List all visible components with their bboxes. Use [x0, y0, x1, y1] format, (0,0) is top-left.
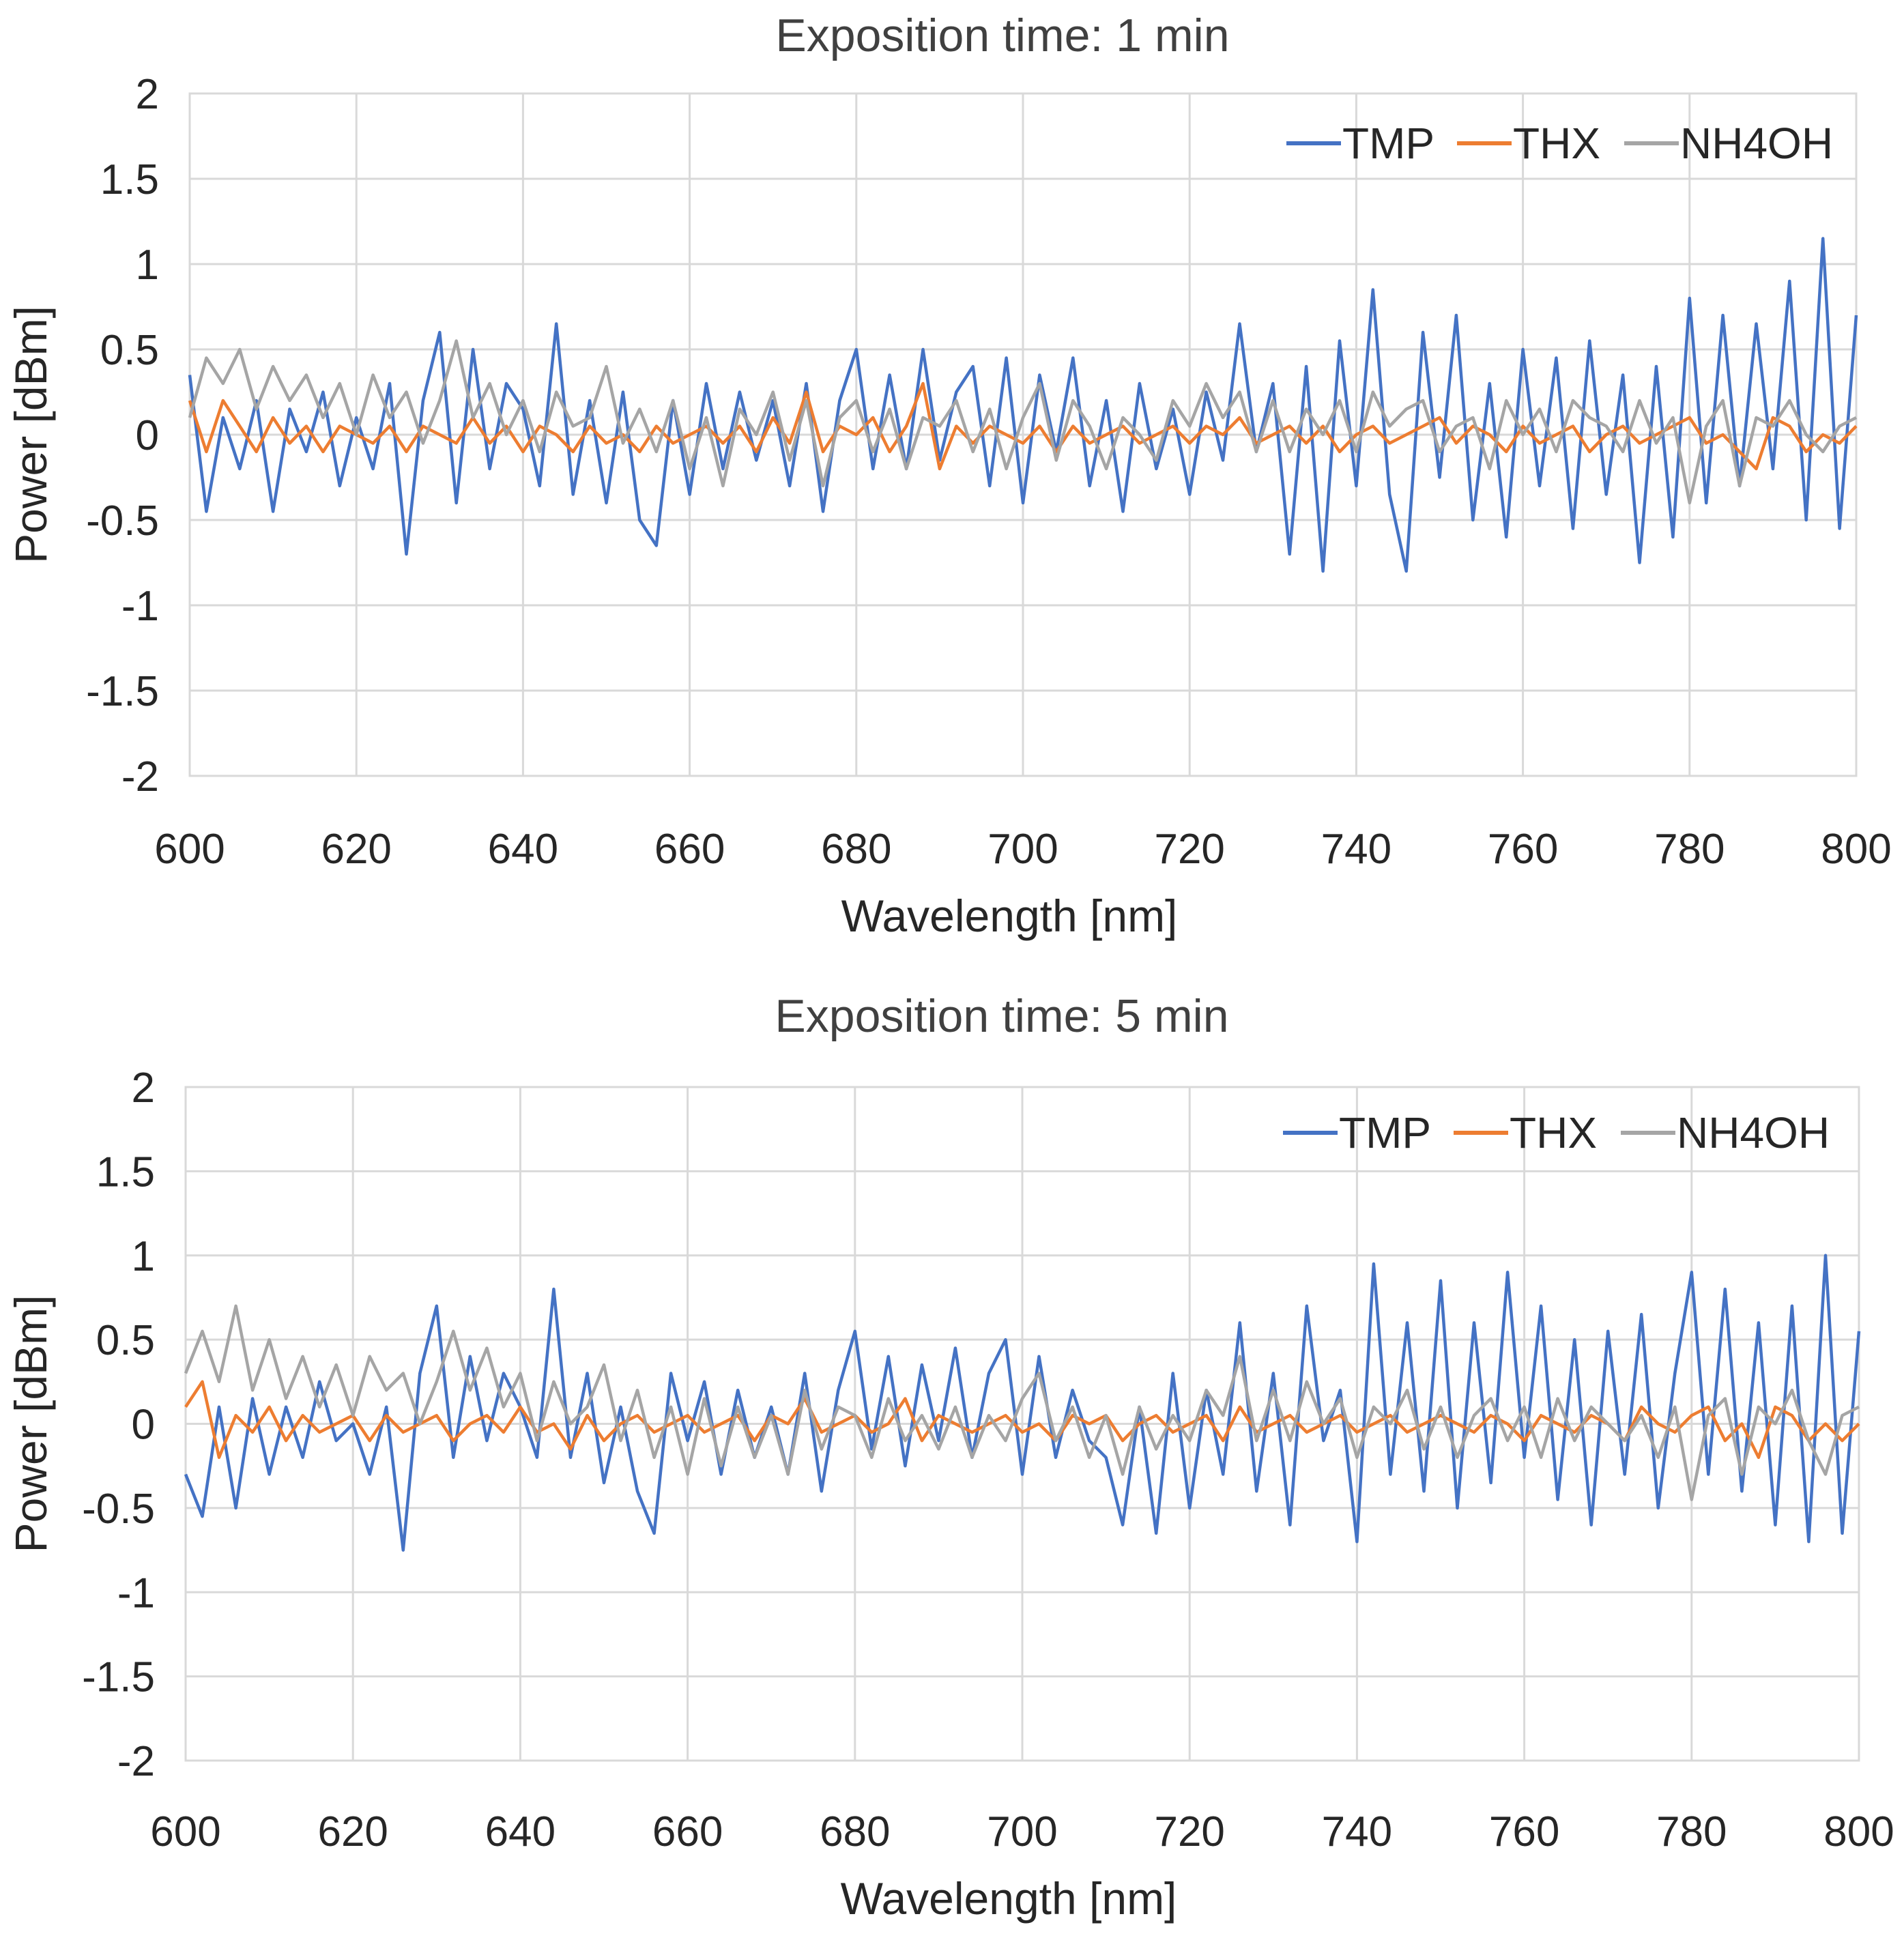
- y-tick-label: -1.5: [82, 1654, 155, 1701]
- y-tick-label: 1.5: [96, 1148, 155, 1196]
- x-tick-label: 740: [1322, 1808, 1392, 1855]
- y-tick-label: 1.5: [100, 156, 159, 203]
- legend-label: TMP: [1342, 119, 1434, 168]
- x-tick-label: 660: [652, 1808, 723, 1855]
- y-tick-label: -1: [117, 1570, 155, 1617]
- legend-label: THX: [1513, 119, 1600, 168]
- y-tick-label: 0.5: [96, 1317, 155, 1364]
- x-tick-label: 760: [1489, 1808, 1559, 1855]
- chart-title: Exposition time: 1 min: [775, 10, 1229, 61]
- legend: TMP THX NH4OH: [1283, 1108, 1830, 1157]
- y-tick-label: -2: [117, 1738, 155, 1785]
- legend-label: NH4OH: [1680, 119, 1833, 168]
- x-tick-label: 680: [821, 826, 891, 873]
- x-tick-label: 720: [1154, 1808, 1224, 1855]
- x-tick-label: 700: [987, 826, 1058, 873]
- x-tick-label: 800: [1821, 826, 1891, 873]
- x-tick-label: 600: [154, 826, 225, 873]
- y-tick-label: 1: [132, 1233, 155, 1280]
- y-tick-label: -1: [121, 583, 159, 630]
- y-tick-label: 0.5: [100, 327, 159, 374]
- y-tick-label: -0.5: [86, 497, 159, 545]
- legend-label: NH4OH: [1677, 1108, 1830, 1157]
- legend: TMP THX NH4OH: [1286, 119, 1833, 168]
- x-tick-label: 600: [150, 1808, 220, 1855]
- y-tick-label: 0: [132, 1402, 155, 1449]
- x-tick-label: 740: [1321, 826, 1391, 873]
- chart-panel-1: Exposition time: 1 min 2 1.5 1 0.5 0 -0.5 -1 -1.…: [5, 10, 1892, 941]
- series-line-nh4oh: [188, 339, 1858, 505]
- chart-panel-2: Exposition time: 5 min 2 1.5 1 0.5 0 -0.5 -1 -1.…: [5, 990, 1894, 1924]
- x-tick-label: 660: [654, 826, 725, 873]
- series-line-thx: [188, 381, 1858, 471]
- x-tick-label: 640: [488, 826, 558, 873]
- y-tick-label: -0.5: [82, 1486, 155, 1533]
- series-line-tmp: [184, 1254, 1861, 1552]
- y-axis-label: Power [dBm]: [5, 306, 56, 564]
- y-tick-label: -2: [121, 753, 159, 800]
- x-tick-label: 780: [1654, 826, 1725, 873]
- x-tick-label: 640: [485, 1808, 556, 1855]
- x-tick-label: 700: [987, 1808, 1057, 1855]
- y-tick-label: 1: [136, 242, 159, 289]
- x-axis-label: Wavelength [nm]: [841, 891, 1178, 941]
- x-tick-label: 760: [1488, 826, 1558, 873]
- series-line-nh4oh: [184, 1304, 1860, 1501]
- legend-label: THX: [1510, 1108, 1597, 1157]
- legend-label: TMP: [1339, 1108, 1431, 1157]
- x-tick-label: 720: [1154, 826, 1224, 873]
- series-line-tmp: [188, 237, 1858, 573]
- x-tick-label: 800: [1823, 1808, 1894, 1855]
- x-tick-label: 680: [820, 1808, 890, 1855]
- x-tick-label: 620: [317, 1808, 388, 1855]
- plot-area: [188, 92, 1858, 777]
- y-tick-label: 2: [132, 1065, 155, 1112]
- x-axis-label: Wavelength [nm]: [841, 1873, 1177, 1924]
- x-tick-label: 780: [1656, 1808, 1727, 1855]
- y-axis-label: Power [dBm]: [5, 1295, 56, 1553]
- chart-title: Exposition time: 5 min: [775, 990, 1228, 1042]
- y-tick-label: -1.5: [86, 668, 159, 715]
- x-tick-label: 620: [321, 826, 391, 873]
- y-tick-label: 0: [136, 412, 159, 459]
- y-tick-label: 2: [136, 71, 159, 118]
